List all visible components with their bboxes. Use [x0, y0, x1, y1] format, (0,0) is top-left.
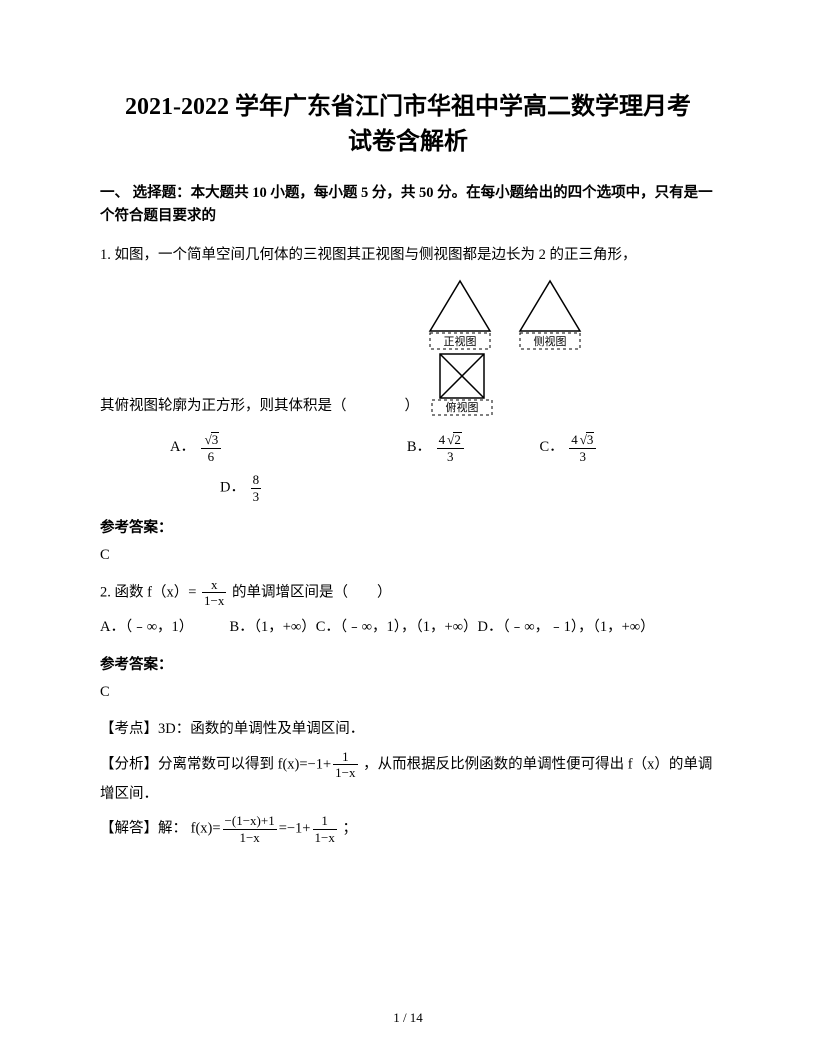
q2-answer: C [100, 684, 716, 701]
q2-frac: x 1−x [200, 578, 228, 608]
front-view-label: 正视图 [444, 334, 477, 348]
title-line-1: 2021-2022 学年广东省江门市华祖中学高二数学理月考 [125, 94, 691, 120]
q2-options: A．（﹣∞，1） B．（1，+∞）C．（﹣∞，1），（1，+∞）D．（﹣∞，﹣1… [100, 614, 716, 642]
question-1-row: 其俯视图轮廓为正方形，则其体积是（ ） 正视图 侧视图 俯视图 [100, 276, 716, 427]
question-1-text: 1. 如图，一个简单空间几何体的三视图其正视图与侧视图都是边长为 2 的正三角形… [100, 242, 716, 270]
opt-b-frac: 42 3 [435, 432, 466, 463]
question-2: 2. 函数 f（x）= x 1−x 的单调增区间是（ ） [100, 578, 716, 608]
answer-label-2: 参考答案： [100, 653, 716, 674]
answer-label-1: 参考答案： [100, 516, 716, 537]
opt-a: A． 3 6 [170, 432, 223, 463]
q1-options-row-1: A． 3 6 B． 42 3 C． 43 3 [100, 432, 716, 463]
section-heading: 一、 选择题：本大题共 10 小题，每小题 5 分，共 50 分。在每小题给出的… [100, 182, 716, 228]
page: 2021-2022 学年广东省江门市华祖中学高二数学理月考 试卷含解析 一、 选… [0, 0, 816, 1056]
top-view-label: 俯视图 [446, 400, 479, 414]
opt-a-frac: 3 6 [199, 432, 224, 463]
q1-answer: C [100, 547, 716, 564]
opt-c-frac: 43 3 [567, 432, 598, 463]
opt-d: D． 8 3 [220, 473, 263, 503]
question-1-tail: 其俯视图轮廓为正方形，则其体积是（ ） [100, 393, 419, 427]
jieda-formula: f(x)= −(1−x)+1 1−x =−1+ 1 1−x [191, 814, 339, 844]
kaodian: 【考点】3D：函数的单调性及单调区间． [100, 715, 716, 743]
page-title: 2021-2022 学年广东省江门市华祖中学高二数学理月考 试卷含解析 [100, 90, 716, 160]
side-view-label: 侧视图 [534, 334, 567, 348]
opt-d-frac: 8 3 [249, 473, 264, 503]
three-view-diagram: 正视图 侧视图 俯视图 [425, 276, 615, 427]
fenxi-formula: f(x)=−1+ 1 1−x [278, 750, 360, 780]
title-line-2: 试卷含解析 [348, 129, 468, 155]
opt-b: B． 42 3 [407, 432, 466, 463]
page-footer: 1 / 14 [0, 1010, 816, 1026]
opt-c: C． 43 3 [539, 432, 598, 463]
jieda: 【解答】解： f(x)= −(1−x)+1 1−x =−1+ 1 1−x ； [100, 814, 716, 844]
fenxi: 【分析】分离常数可以得到 f(x)=−1+ 1 1−x ，从而根据反比例函数的单… [100, 750, 716, 809]
q1-options-row-2: D． 8 3 [100, 473, 716, 503]
